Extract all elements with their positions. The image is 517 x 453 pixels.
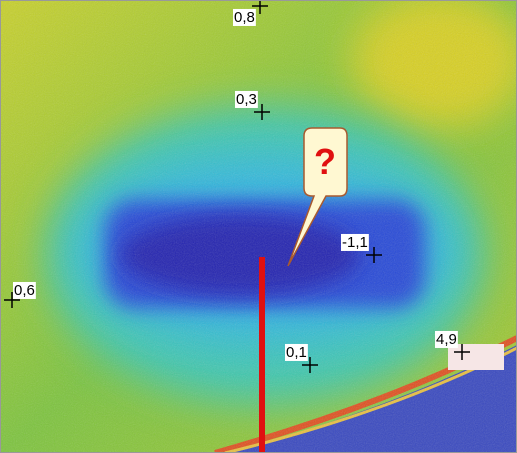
point-label: 0,6 — [14, 282, 35, 299]
point-label: 4,9 — [436, 331, 457, 348]
page: {"measurement_points": [{"label": "0,8"}… — [0, 0, 517, 453]
point-label: 0,1 — [286, 344, 307, 361]
point-label: 0,8 — [234, 9, 255, 26]
point-label: 0,3 — [236, 91, 257, 108]
red-line — [259, 257, 265, 453]
callout-text: ? — [314, 141, 336, 182]
point-label: -1,1 — [342, 234, 368, 251]
noise — [0, 0, 517, 453]
thermal-image: ? 0,8 0,3 -1,1 0,6 0,1 4,9 — [0, 0, 517, 453]
